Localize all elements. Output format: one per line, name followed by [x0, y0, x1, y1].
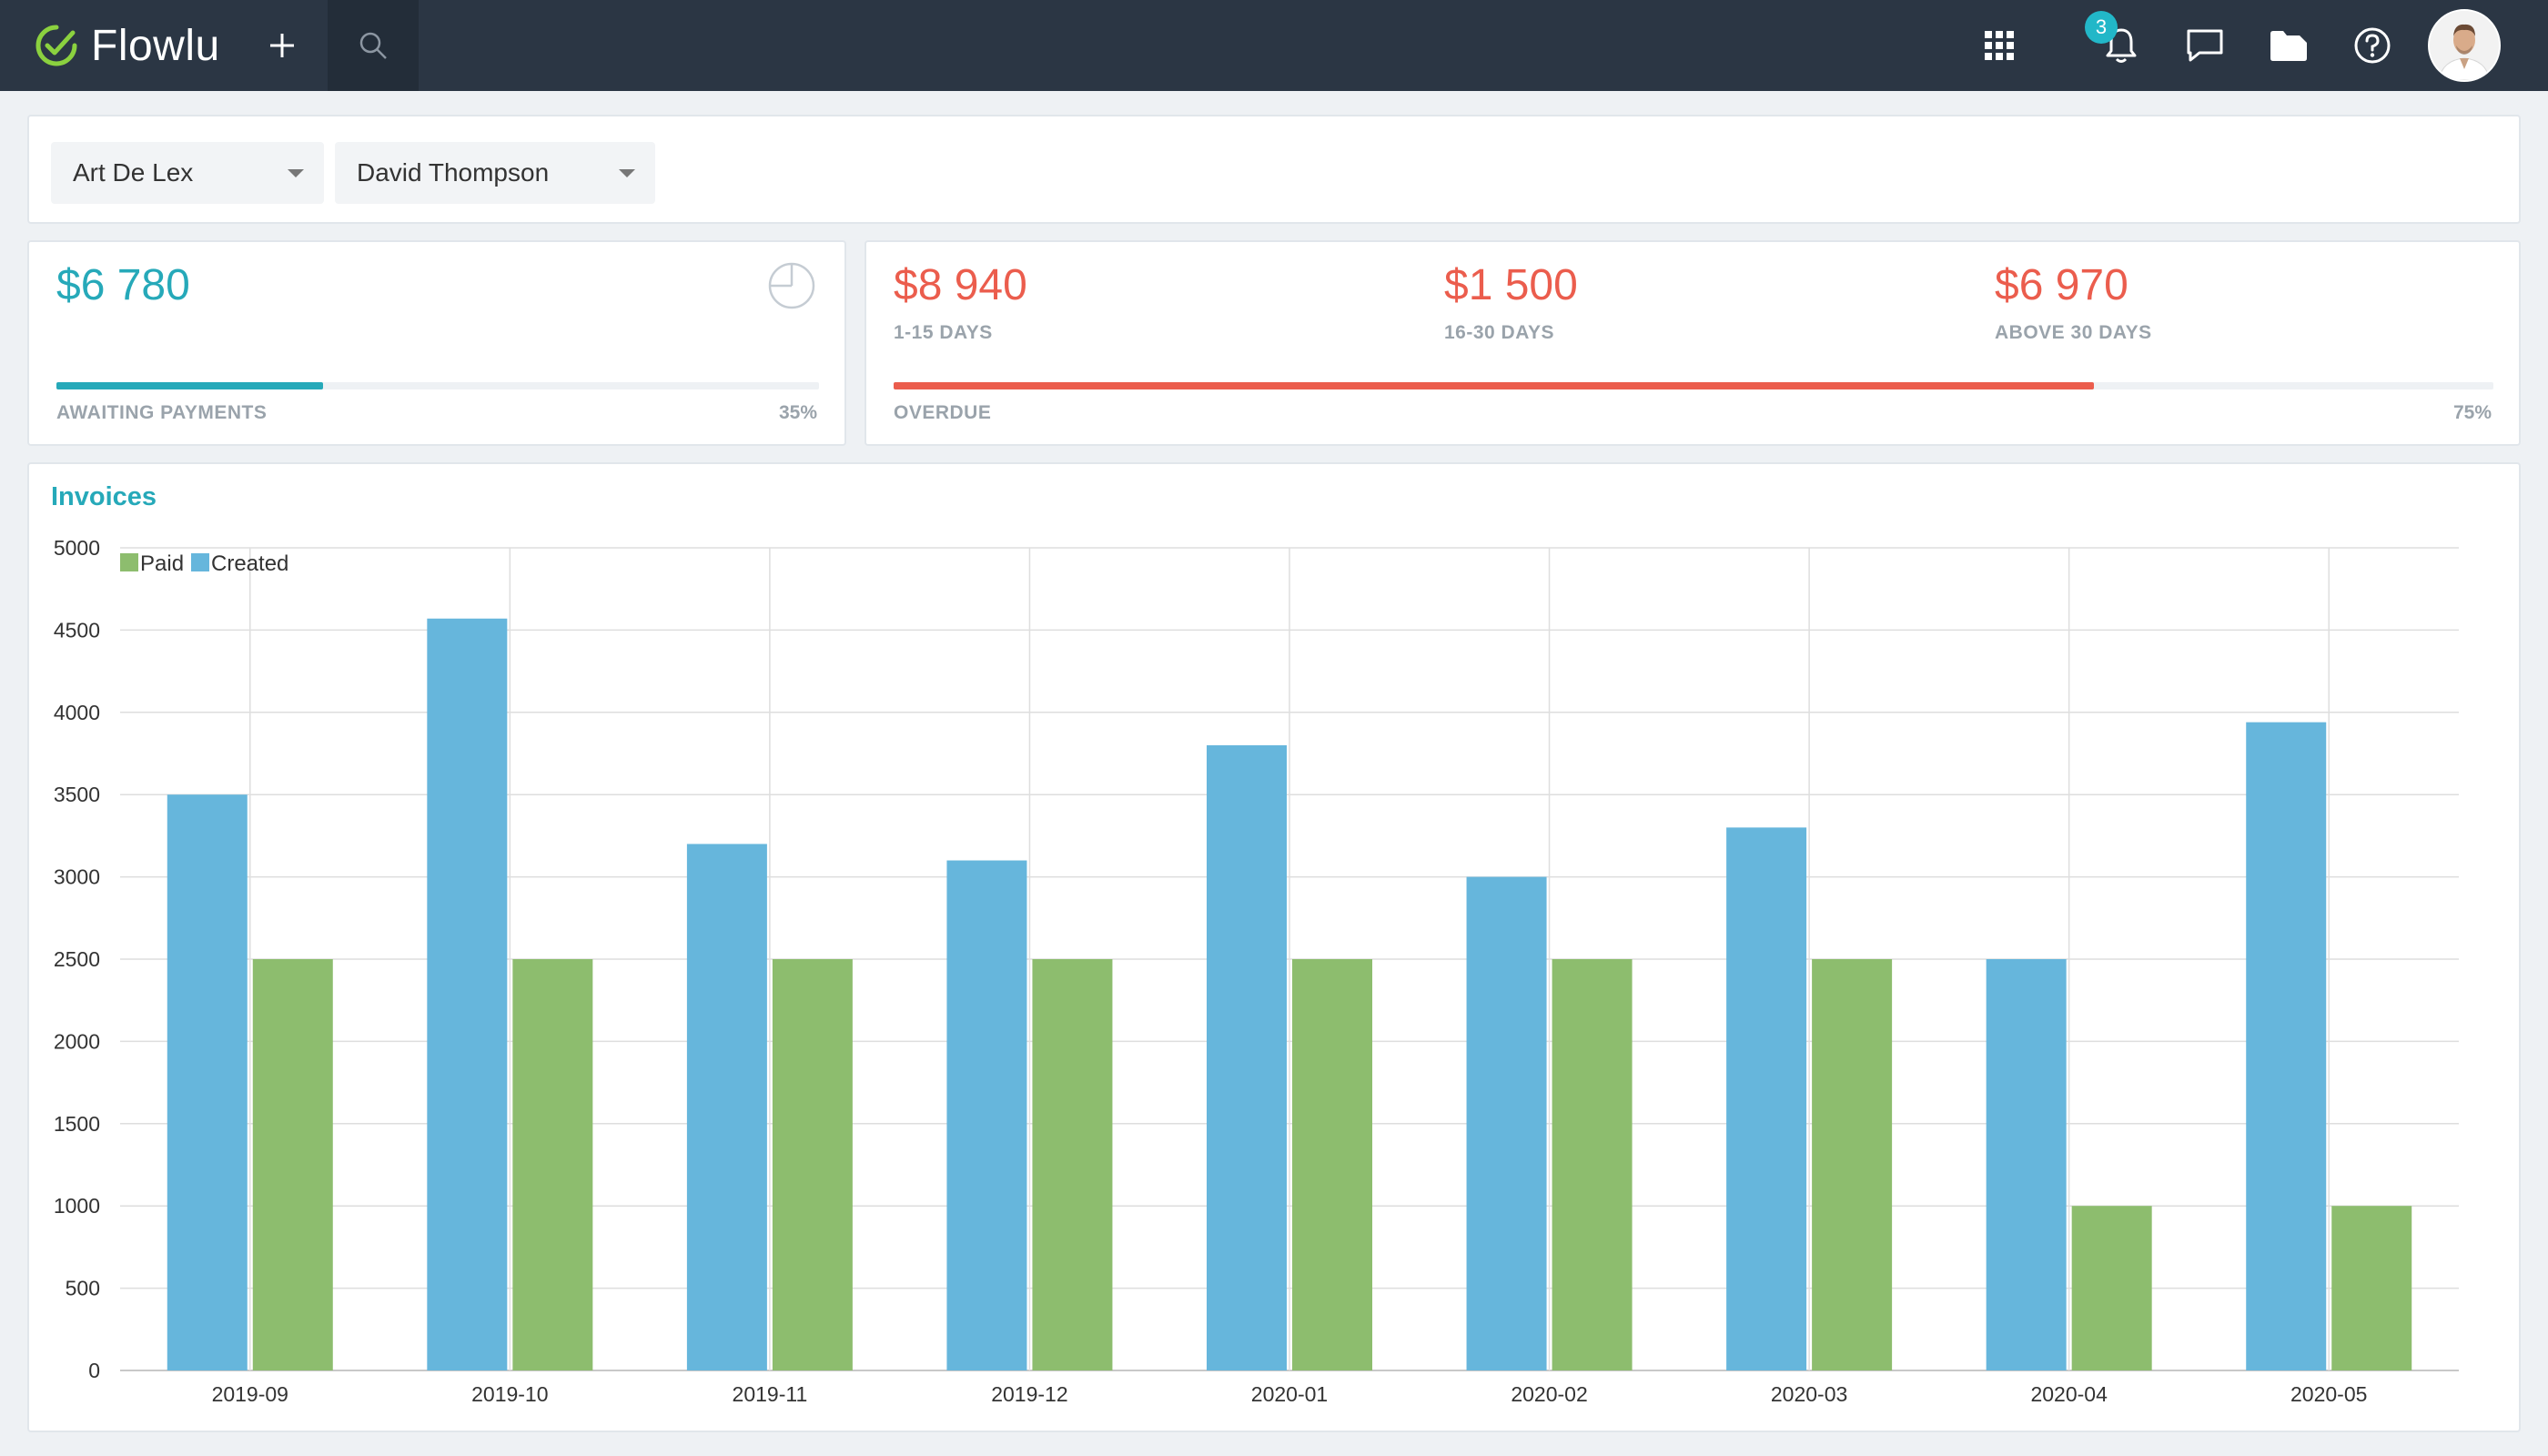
bar-paid — [2071, 1206, 2152, 1370]
app-logo[interactable]: Flowlu — [35, 20, 220, 71]
legend-swatch-paid — [120, 553, 138, 571]
legend-swatch-created — [191, 553, 209, 571]
bar-created — [167, 794, 248, 1370]
bar-created — [1207, 744, 1287, 1370]
bar-paid — [252, 959, 333, 1370]
bar-created — [427, 618, 508, 1370]
awaiting-progress-track — [56, 382, 819, 389]
bar-created — [1986, 959, 2067, 1370]
overdue-16-30-label: 16-30 DAYS — [1444, 322, 1554, 343]
search-icon — [359, 32, 387, 59]
user-avatar[interactable] — [2428, 9, 2501, 82]
overdue-progress-track — [894, 382, 2493, 389]
apps-grid-icon — [1985, 31, 2014, 60]
awaiting-payments-card[interactable]: $6 780 AWAITING PAYMENTS 35% — [27, 240, 846, 446]
overdue-16-30-amount: $1 500 — [1444, 261, 1578, 309]
y-tick-label: 2000 — [54, 1029, 100, 1053]
bar-created — [686, 844, 767, 1370]
files-button[interactable] — [2257, 0, 2320, 91]
y-tick-label: 3500 — [54, 783, 100, 806]
x-tick-label: 2019-10 — [471, 1382, 548, 1406]
y-tick-label: 0 — [88, 1359, 100, 1382]
bar-created — [2246, 722, 2327, 1370]
overdue-label: OVERDUE — [894, 402, 992, 423]
bar-paid — [1032, 959, 1113, 1370]
legend-label-paid: Paid — [140, 551, 184, 576]
bar-created — [1466, 876, 1547, 1370]
x-tick-label: 2020-01 — [1251, 1382, 1328, 1406]
folder-icon — [2270, 31, 2307, 61]
apps-button[interactable] — [1967, 0, 2031, 91]
chevron-down-icon — [288, 169, 304, 177]
overdue-1-15-amount: $8 940 — [894, 261, 1027, 309]
invoices-chart-card: Invoices 0 500 1000 1500 2000 2500 3000 3500 400… — [27, 462, 2521, 1432]
y-tick-label: 2500 — [54, 947, 100, 971]
y-tick-label: 3000 — [54, 865, 100, 889]
y-tick-label: 1500 — [54, 1112, 100, 1136]
chart-title: Invoices — [51, 482, 157, 511]
y-tick-label: 4000 — [54, 701, 100, 724]
invoices-bar-chart: 0 500 1000 1500 2000 2500 3000 3500 4000 4500 5000… — [54, 536, 2459, 1406]
pie-chart-icon[interactable] — [766, 260, 817, 311]
bar-paid — [772, 959, 853, 1370]
overdue-1-15-label: 1-15 DAYS — [894, 322, 993, 343]
notifications-count-badge: 3 — [2085, 11, 2118, 44]
x-tick-label: 2019-11 — [733, 1382, 808, 1406]
overdue-progress-fill — [894, 382, 2094, 389]
user-avatar-image — [2430, 11, 2499, 80]
x-tick-label: 2020-02 — [1511, 1382, 1587, 1406]
help-button[interactable] — [2341, 0, 2404, 91]
y-tick-label: 5000 — [54, 536, 100, 560]
overdue-percent: 75% — [2452, 402, 2492, 423]
bar-created — [946, 860, 1027, 1370]
person-select-value: David Thompson — [357, 158, 550, 187]
check-circle-logo-icon — [35, 25, 77, 66]
y-tick-label: 4500 — [54, 618, 100, 642]
awaiting-percent: 35% — [778, 402, 817, 423]
bar-paid — [1552, 959, 1633, 1370]
overdue-card[interactable]: $8 940 1-15 DAYS $1 500 16-30 DAYS $6 97… — [864, 240, 2521, 446]
awaiting-amount: $6 780 — [56, 261, 190, 309]
top-navigation-bar: Flowlu 3 — [0, 0, 2548, 91]
x-tick-label: 2019-09 — [212, 1382, 288, 1406]
awaiting-progress-fill — [56, 382, 324, 389]
y-tick-label: 500 — [66, 1277, 100, 1300]
company-select-value: Art De Lex — [73, 158, 194, 187]
x-tick-label: 2020-05 — [2290, 1382, 2367, 1406]
help-icon — [2354, 27, 2391, 64]
filter-bar: Art De Lex David Thompson — [27, 115, 2521, 224]
legend-label-created: Created — [211, 551, 288, 576]
x-tick-label: 2020-03 — [1771, 1382, 1847, 1406]
create-button[interactable] — [255, 0, 309, 91]
app-name: Flowlu — [91, 21, 220, 70]
search-button[interactable] — [328, 0, 419, 91]
x-tick-label: 2019-12 — [991, 1382, 1067, 1406]
x-tick-label: 2020-04 — [2030, 1382, 2108, 1406]
person-select[interactable]: David Thompson — [335, 142, 655, 204]
y-tick-label: 1000 — [54, 1194, 100, 1218]
chat-icon — [2187, 29, 2223, 62]
plus-icon — [270, 34, 294, 57]
awaiting-label: AWAITING PAYMENTS — [56, 402, 268, 423]
chevron-down-icon — [619, 169, 635, 177]
overdue-above-30-label: ABOVE 30 DAYS — [1995, 322, 2152, 343]
overdue-above-30-amount: $6 970 — [1995, 261, 2128, 309]
company-select[interactable]: Art De Lex — [51, 142, 324, 204]
bar-created — [1726, 827, 1807, 1370]
bar-paid — [1812, 959, 1893, 1370]
bar-paid — [512, 959, 593, 1370]
messages-button[interactable] — [2173, 0, 2237, 91]
bar-paid — [1292, 959, 1372, 1370]
bar-paid — [2331, 1206, 2412, 1370]
